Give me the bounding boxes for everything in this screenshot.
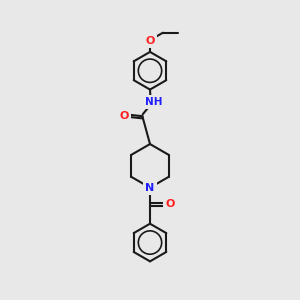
Text: O: O (145, 36, 155, 46)
Text: NH: NH (145, 97, 162, 107)
Text: O: O (165, 200, 175, 209)
Text: O: O (119, 111, 128, 121)
Text: N: N (146, 183, 154, 193)
